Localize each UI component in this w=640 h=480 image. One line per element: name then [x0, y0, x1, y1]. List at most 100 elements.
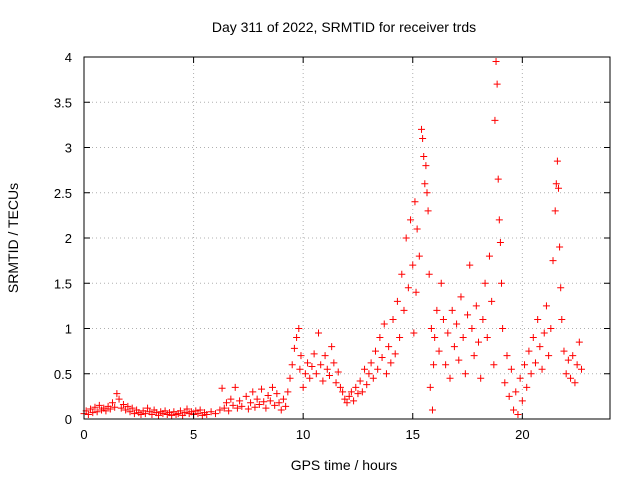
data-point [400, 306, 408, 314]
data-point [418, 125, 426, 133]
data-point [439, 315, 447, 323]
x-tick-label: 10 [296, 427, 310, 442]
data-point [203, 410, 211, 418]
data-point [422, 162, 430, 170]
data-point [328, 343, 336, 351]
data-point [450, 343, 458, 351]
data-point [332, 379, 340, 387]
data-point [396, 334, 404, 342]
data-point [130, 410, 138, 418]
data-point [556, 243, 564, 251]
data-point [479, 315, 487, 323]
data-point [437, 279, 445, 287]
data-point [222, 399, 230, 407]
data-point [382, 370, 390, 378]
data-point [113, 390, 121, 398]
data-point [527, 370, 535, 378]
data-point [551, 207, 559, 215]
data-point [369, 374, 377, 382]
data-point [374, 365, 382, 373]
data-point [389, 315, 397, 323]
data-point [356, 377, 364, 385]
data-point [279, 395, 287, 403]
data-point [255, 401, 263, 409]
plot-frame [83, 56, 611, 420]
data-point [431, 334, 439, 342]
data-point [481, 279, 489, 287]
data-point [363, 381, 371, 389]
data-point [212, 410, 219, 418]
data-point [483, 334, 491, 342]
data-point [393, 297, 401, 305]
x-tick-label: 5 [190, 427, 197, 442]
data-point [495, 216, 503, 224]
data-point [264, 391, 272, 399]
data-point [220, 404, 228, 412]
data-point [155, 411, 163, 419]
chart-title: Day 311 of 2022, SRMTID for receiver trd… [212, 19, 476, 35]
data-point [317, 361, 325, 369]
data-point [518, 397, 526, 405]
data-point [557, 284, 565, 292]
data-point [477, 374, 485, 382]
data-point [371, 347, 379, 355]
data-point [415, 252, 423, 260]
data-point [523, 383, 531, 391]
y-tick-label: 1.5 [54, 276, 72, 291]
data-point [430, 361, 438, 369]
data-point [108, 399, 116, 407]
data-point [310, 350, 318, 358]
data-point [277, 406, 285, 414]
data-point [549, 257, 557, 265]
data-point [306, 374, 314, 382]
data-point [296, 365, 304, 373]
data-point [560, 347, 568, 355]
data-point [308, 363, 316, 371]
data-point [137, 410, 145, 418]
data-point [361, 365, 369, 373]
data-point [553, 157, 561, 165]
y-axis: 0 0.5 1 1.5 2 2.5 3 3.5 4 [54, 50, 610, 427]
data-point [464, 311, 472, 319]
y-tick-label: 0 [65, 412, 72, 427]
y-tick-label: 2.5 [54, 186, 72, 201]
data-point [345, 392, 353, 400]
data-point [290, 344, 298, 352]
data-point [494, 175, 502, 183]
data-point [567, 374, 575, 382]
data-point [122, 406, 130, 414]
data-point [350, 397, 358, 405]
y-axis-label: SRMTID / TECUs [5, 183, 21, 293]
data-point [404, 284, 412, 292]
data-point [470, 352, 478, 360]
data-point [299, 383, 307, 391]
data-point [413, 225, 421, 233]
data-point [525, 347, 533, 355]
data-point [236, 397, 244, 405]
data-point [521, 361, 529, 369]
data-point [433, 306, 441, 314]
data-point [545, 352, 553, 360]
data-point [424, 207, 432, 215]
data-point [273, 390, 281, 398]
data-point [365, 370, 373, 378]
data-point [242, 392, 250, 400]
data-point [448, 306, 456, 314]
data-point [503, 352, 511, 360]
data-point [251, 403, 259, 411]
data-point [428, 406, 436, 414]
data-point [496, 239, 504, 247]
data-point [258, 385, 266, 393]
data-point [461, 370, 469, 378]
data-point [341, 395, 349, 403]
data-point [352, 383, 360, 391]
data-point [347, 388, 355, 396]
data-point [558, 315, 566, 323]
data-point [282, 402, 290, 410]
y-tick-label: 2 [65, 231, 72, 246]
data-point [575, 338, 583, 346]
data-point [124, 402, 132, 410]
data-point [534, 315, 542, 323]
data-point [423, 189, 431, 197]
data-point [148, 410, 156, 418]
